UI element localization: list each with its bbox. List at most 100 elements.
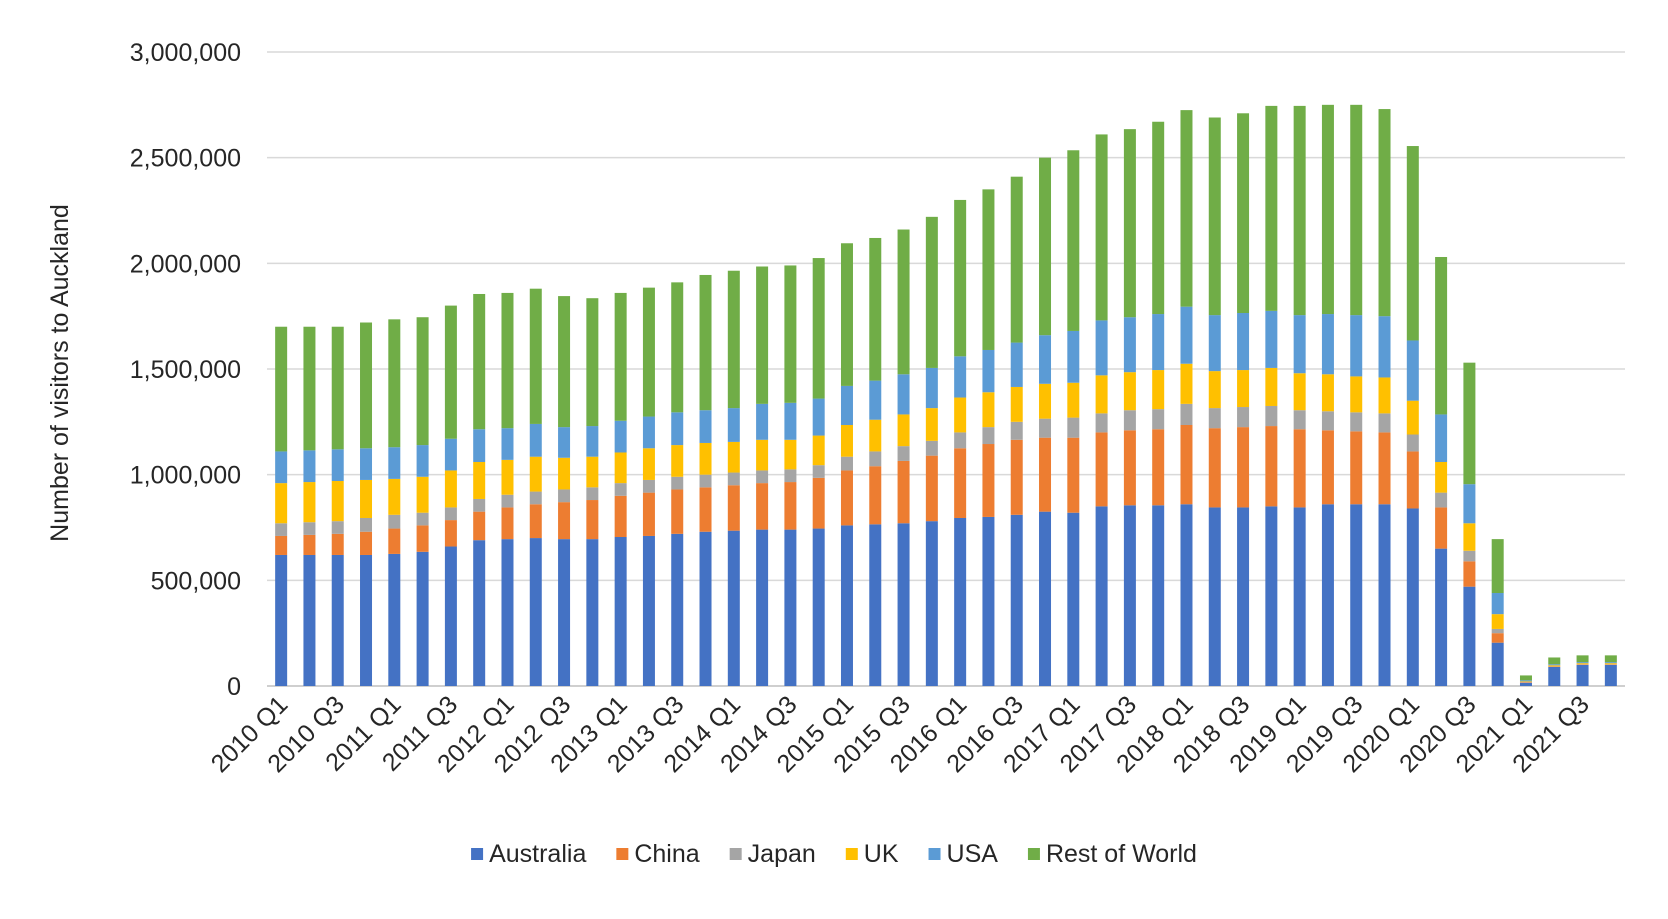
- bar-segment-china: [417, 525, 429, 551]
- bar-segment-uk: [1379, 377, 1391, 413]
- bar-segment-japan: [417, 513, 429, 526]
- bar-segment-uk: [473, 462, 485, 499]
- bar-segment-china: [1463, 561, 1475, 586]
- bar-segment-australia: [643, 536, 655, 686]
- bar-segment-japan: [1407, 435, 1419, 452]
- bar-segment-japan: [501, 495, 513, 508]
- bar-segment-rest-of-world: [275, 327, 287, 452]
- bar-segment-china: [728, 485, 740, 530]
- bar-segment-usa: [1237, 313, 1249, 370]
- bar-segment-china: [332, 534, 344, 555]
- bar-segment-uk: [982, 392, 994, 427]
- bar-segment-japan: [303, 522, 315, 535]
- bar-segment-australia: [1039, 512, 1051, 686]
- bar-segment-china: [1322, 430, 1334, 504]
- bar-segment-japan: [1463, 551, 1475, 562]
- legend-item-rest-of-world: Rest of World: [1028, 840, 1197, 868]
- bar-segment-usa: [1548, 664, 1560, 665]
- bar-segment-australia: [1152, 505, 1164, 686]
- bar-segment-australia: [1265, 506, 1277, 686]
- bar-segment-japan: [784, 469, 796, 482]
- bar-segment-australia: [1407, 508, 1419, 686]
- bar-segment-china: [615, 496, 627, 537]
- bar-segment-japan: [643, 480, 655, 493]
- bar-segment-china: [1180, 425, 1192, 504]
- bar-segment-japan: [586, 487, 598, 500]
- bar-segment-usa: [1011, 343, 1023, 387]
- bar-segment-australia: [1605, 665, 1617, 686]
- bar-segment-australia: [332, 555, 344, 686]
- bar-segment-usa: [1322, 314, 1334, 374]
- bar-segment-china: [303, 535, 315, 555]
- bar-segment-rest-of-world: [1124, 129, 1136, 317]
- bar-segment-australia: [275, 555, 287, 686]
- bar-segment-usa: [1265, 311, 1277, 368]
- bar-segment-uk: [728, 442, 740, 473]
- bar-segment-uk: [1548, 665, 1560, 666]
- bar-segment-china: [1265, 426, 1277, 506]
- bar-segment-australia: [388, 554, 400, 686]
- bar-segment-rest-of-world: [417, 317, 429, 445]
- bar-segment-china: [954, 448, 966, 518]
- bar-segment-uk: [558, 458, 570, 490]
- y-tick-label: 0: [227, 673, 241, 701]
- bar-segment-australia: [982, 517, 994, 686]
- bar-segment-australia: [586, 539, 598, 686]
- bar-segment-australia: [700, 532, 712, 686]
- bar-segment-australia: [1520, 683, 1532, 686]
- gridlines: [267, 52, 1625, 686]
- bar-segment-japan: [1124, 410, 1136, 430]
- bar-segment-usa: [586, 426, 598, 457]
- bar-segment-australia: [1548, 667, 1560, 686]
- bar-segment-rest-of-world: [303, 327, 315, 451]
- bar-segment-usa: [869, 381, 881, 420]
- legend-swatch: [1028, 848, 1040, 860]
- bar-segment-uk: [332, 481, 344, 521]
- bar-segment-japan: [841, 457, 853, 471]
- bar-segment-australia: [417, 552, 429, 686]
- bar-segment-japan: [1039, 419, 1051, 438]
- bar-segment-uk: [954, 398, 966, 433]
- bar-segment-usa: [1209, 315, 1221, 371]
- bar-segment-usa: [1350, 315, 1362, 376]
- bar-segment-rest-of-world: [643, 288, 655, 417]
- bar-segment-japan: [1011, 422, 1023, 440]
- legend-item-uk: UK: [846, 840, 899, 868]
- bar-segment-rest-of-world: [360, 323, 372, 449]
- bar-segment-usa: [558, 427, 570, 458]
- bar-segment-rest-of-world: [1237, 113, 1249, 313]
- bar-segment-uk: [360, 480, 372, 518]
- bar-segment-rest-of-world: [1407, 146, 1419, 340]
- bar-segment-australia: [671, 534, 683, 686]
- bar-segment-uk: [1124, 372, 1136, 410]
- bar-segment-australia: [926, 521, 938, 686]
- bar-segment-usa: [1294, 315, 1306, 373]
- bar-segment-japan: [1322, 411, 1334, 430]
- bar-segment-australia: [813, 529, 825, 686]
- bar-segment-japan: [813, 465, 825, 478]
- bar-segment-rest-of-world: [1520, 675, 1532, 680]
- legend-swatch: [846, 848, 858, 860]
- bar-segment-japan: [926, 441, 938, 456]
- bar-segment-japan: [1350, 412, 1362, 431]
- bar-segment-usa: [1605, 662, 1617, 663]
- bar-segment-rest-of-world: [1067, 150, 1079, 331]
- bar-segment-usa: [1067, 331, 1079, 383]
- bar-segment-china: [1435, 507, 1447, 548]
- bar-segment-uk: [869, 420, 881, 452]
- bar-segment-rest-of-world: [530, 289, 542, 424]
- bar-segment-rest-of-world: [1011, 177, 1023, 343]
- bar-segment-japan: [898, 446, 910, 461]
- bar-segment-rest-of-world: [1096, 134, 1108, 320]
- bar-segment-china: [501, 507, 513, 539]
- legend-swatch: [730, 848, 742, 860]
- bar-segment-japan: [388, 515, 400, 529]
- y-axis-tick-labels: 0500,0001,000,0001,500,0002,000,0002,500…: [130, 39, 241, 701]
- bar-segment-uk: [1492, 614, 1504, 629]
- bar-segment-rest-of-world: [841, 243, 853, 386]
- bar-segment-australia: [1180, 504, 1192, 686]
- bar-segment-japan: [1152, 409, 1164, 429]
- bar-segment-rest-of-world: [1294, 106, 1306, 315]
- bar-segment-uk: [586, 457, 598, 488]
